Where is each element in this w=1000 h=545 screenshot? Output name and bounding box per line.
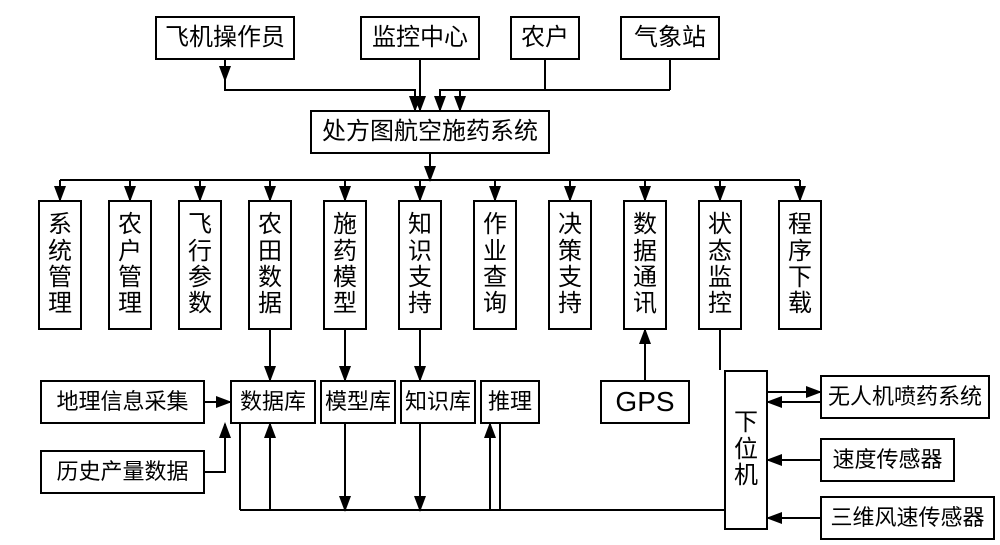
node-farmer: 农户: [510, 16, 580, 60]
col-field-data: 农 田 数 据: [248, 200, 292, 330]
node-weather-station: 气象站: [620, 16, 720, 60]
col-program-download: 程 序 下 载: [778, 200, 822, 330]
node-history-yield: 历史产量数据: [40, 450, 205, 494]
node-wind-sensor: 三维风速传感器: [820, 496, 995, 540]
col-status-monitor: 状 态 监 控: [698, 200, 742, 330]
node-inference: 推理: [480, 380, 540, 424]
node-database: 数据库: [230, 380, 316, 424]
col-decision-support: 决 策 支 持: [548, 200, 592, 330]
node-speed-sensor: 速度传感器: [820, 438, 955, 482]
node-uav-spray: 无人机喷药系统: [820, 375, 990, 419]
node-model-lib: 模型库: [320, 380, 396, 424]
node-hub-system: 处方图航空施药系统: [310, 110, 550, 154]
node-knowledge-lib: 知识库: [400, 380, 476, 424]
col-farmer-mgmt: 农 户 管 理: [108, 200, 152, 330]
col-job-query: 作 业 查 询: [473, 200, 517, 330]
col-knowledge-support: 知 识 支 持: [398, 200, 442, 330]
node-monitor-center: 监控中心: [360, 16, 480, 60]
col-spray-model: 施 药 模 型: [323, 200, 367, 330]
node-gps: GPS: [600, 380, 690, 424]
col-data-comm: 数 据 通 讯: [623, 200, 667, 330]
col-flight-params: 飞 行 参 数: [178, 200, 222, 330]
node-lower-computer: 下 位 机: [724, 370, 768, 530]
col-system-mgmt: 系 统 管 理: [38, 200, 82, 330]
node-geo-collect: 地理信息采集: [40, 380, 205, 424]
node-operator: 飞机操作员: [155, 16, 295, 60]
